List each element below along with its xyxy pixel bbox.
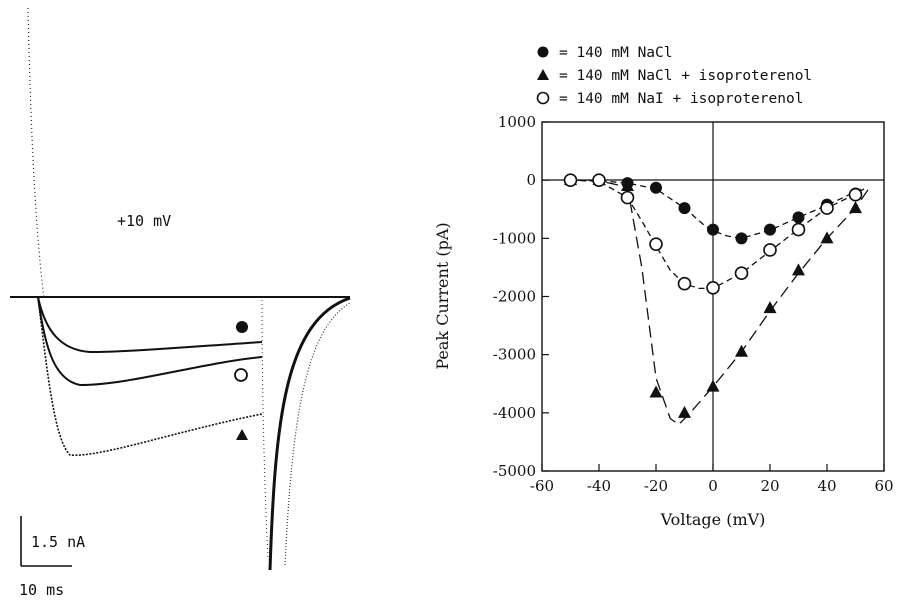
y-tick-label: -2000: [493, 288, 536, 306]
voltage-label: +10 mV: [117, 212, 171, 230]
y-tick-label: 0: [526, 171, 536, 189]
point-series-1: [678, 405, 691, 418]
trace-nacl-iso: [37, 296, 263, 456]
point-series-0: [735, 232, 748, 245]
point-series-2: [734, 266, 749, 281]
point-series-1: [792, 263, 805, 276]
x-tick-label: -40: [587, 477, 611, 495]
trace-nai-iso: [37, 296, 263, 387]
y-tick-label: -4000: [493, 404, 536, 422]
tail-current-3: [261, 299, 269, 561]
tail-current-2: [284, 302, 351, 566]
y-tick-label: -3000: [493, 346, 536, 364]
point-series-2: [791, 222, 806, 237]
x-tick-label: 40: [817, 477, 836, 495]
legend-label-nacl: = 140 mM NaCl: [559, 45, 673, 61]
legend-label-nacl-iso: = 140 mM NaCl + isoproterenol: [559, 68, 812, 84]
point-series-2: [677, 276, 692, 291]
trace-marker-filled-circle: [236, 321, 248, 333]
x-tick-label: -60: [530, 477, 554, 495]
trace-marker-open-circle: [234, 368, 248, 382]
point-series-2: [620, 190, 635, 205]
axis-ticks: -60 -40 -20 0 20 40 60 1000 0 -1000 -2000 -3000 -400…: [493, 113, 894, 495]
iv-plot: -60 -40 -20 0 20 40 60 1000 0 -1000 -2000 -3000 -400…: [433, 113, 894, 529]
legend-marker-nacl-iso: [537, 69, 549, 80]
y-axis-title: Peak Current (pA): [433, 222, 452, 369]
point-series-1: [706, 379, 720, 392]
point-series-0: [764, 223, 776, 236]
point-series-2: [820, 201, 834, 215]
legend: = 140 mM NaCl = 140 mM NaCl + isoprotere…: [536, 45, 812, 107]
point-series-2: [848, 187, 863, 202]
y-tick-label: -1000: [493, 229, 536, 247]
legend-marker-nacl: [537, 46, 549, 58]
point-series-0: [678, 202, 691, 215]
capacitive-transient: [27, 7, 45, 299]
y-tick-label: -5000: [493, 462, 536, 480]
x-tick-label: 60: [874, 477, 893, 495]
trace-marker-filled-triangle: [236, 429, 248, 440]
trace-nacl: [37, 296, 263, 354]
x-tick-label: 20: [760, 477, 779, 495]
point-series-1: [621, 178, 634, 191]
point-series-2: [649, 237, 663, 251]
fit-line-series-2: [570, 179, 865, 290]
x-tick-label: -20: [644, 477, 668, 495]
scale-time-label: 10 ms: [19, 581, 64, 599]
point-series-1: [735, 344, 748, 357]
point-series-0: [707, 223, 719, 236]
x-tick-label: 0: [708, 477, 718, 495]
fit-line-series-1: [570, 179, 871, 426]
point-series-2: [763, 243, 777, 257]
fit-curves: [570, 179, 871, 426]
point-series-2: [563, 173, 578, 187]
point-series-2: [592, 173, 606, 187]
point-series-2: [706, 280, 720, 295]
point-series-0: [650, 181, 662, 194]
point-series-1: [649, 385, 663, 398]
point-series-1: [820, 231, 834, 244]
x-axis-title: Voltage (mV): [660, 510, 766, 529]
legend-marker-nai-iso: [536, 91, 550, 105]
legend-label-nai-iso: = 140 mM NaI + isoproterenol: [559, 91, 803, 107]
tail-current-1: [268, 296, 351, 571]
point-series-1: [849, 201, 862, 214]
point-series-1: [763, 301, 777, 314]
trace-panel: +10 mV 1.5 nA 10 ms: [10, 7, 351, 599]
point-series-0: [792, 211, 805, 224]
y-tick-label: 1000: [498, 113, 536, 131]
data-points: [563, 173, 863, 418]
scale-current-label: 1.5 nA: [31, 533, 85, 551]
